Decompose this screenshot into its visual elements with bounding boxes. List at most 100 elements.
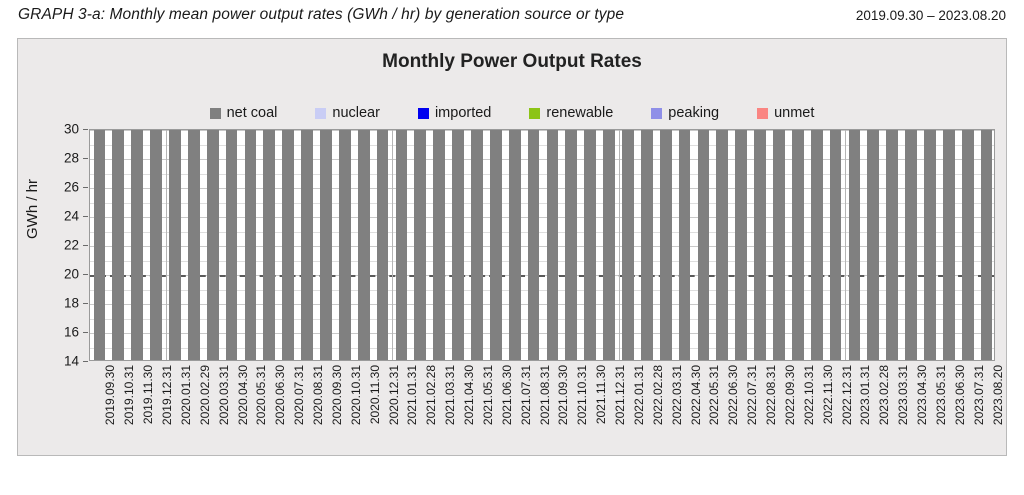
bar-2023.07.31[interactable] <box>962 129 974 360</box>
bar-2019.12.31[interactable] <box>150 129 162 360</box>
bar-segment-net-coal <box>830 129 842 360</box>
bar-2020.06.30[interactable] <box>263 129 275 360</box>
bar-segment-net-coal <box>358 129 370 360</box>
y-tick-mark <box>83 129 88 130</box>
bar-2021.08.31[interactable] <box>528 129 540 360</box>
bar-2022.09.30[interactable] <box>773 129 785 360</box>
legend-swatch-icon <box>418 108 429 119</box>
bar-2019.09.30[interactable] <box>94 129 106 360</box>
x-tick-label: 2019.11.30 <box>141 365 155 424</box>
bar-2023.01.31[interactable] <box>849 129 861 360</box>
legend-label: peaking <box>668 105 719 121</box>
chart-legend: net coal nuclear imported renewable peaking u… <box>18 105 1006 121</box>
bar-segment-net-coal <box>150 129 162 360</box>
x-tick-label: 2021.08.31 <box>538 365 552 425</box>
bar-2021.05.31[interactable] <box>471 129 483 360</box>
bar-segment-net-coal <box>301 129 313 360</box>
bar-2022.03.31[interactable] <box>660 129 672 360</box>
y-tick-label: 24 <box>49 209 79 224</box>
y-tick-mark <box>83 332 88 333</box>
x-tick-label: 2023.08.20 <box>991 365 1005 425</box>
bar-segment-net-coal <box>867 129 879 360</box>
bar-segment-net-coal <box>131 129 143 360</box>
bar-2023.03.31[interactable] <box>886 129 898 360</box>
x-tick-label: 2019.09.30 <box>103 365 117 425</box>
legend-item-nuclear[interactable]: nuclear <box>315 105 380 121</box>
bar-2022.04.30[interactable] <box>679 129 691 360</box>
bar-segment-net-coal <box>396 129 408 360</box>
bar-2021.10.31[interactable] <box>565 129 577 360</box>
bar-2021.01.31[interactable] <box>396 129 408 360</box>
bar-segment-net-coal <box>339 129 351 360</box>
legend-swatch-icon <box>651 108 662 119</box>
x-tick-label: 2021.03.31 <box>443 365 457 425</box>
bar-2021.02.28[interactable] <box>414 129 426 360</box>
figure-caption-title: GRAPH 3-a: Monthly mean power output rat… <box>18 6 624 24</box>
bar-2023.02.28[interactable] <box>867 129 879 360</box>
legend-item-imported[interactable]: imported <box>418 105 491 121</box>
plot-area <box>89 129 995 361</box>
legend-item-unmet[interactable]: unmet <box>757 105 814 121</box>
bar-2022.06.30[interactable] <box>716 129 728 360</box>
bar-2022.11.30[interactable] <box>811 129 823 360</box>
bar-2020.05.31[interactable] <box>245 129 257 360</box>
bar-segment-net-coal <box>282 129 294 360</box>
x-tick-label: 2021.07.31 <box>519 365 533 425</box>
x-tick-label: 2021.02.28 <box>424 365 438 425</box>
bar-segment-net-coal <box>452 129 464 360</box>
bar-2021.11.30[interactable] <box>584 129 596 360</box>
bar-2023.06.30[interactable] <box>943 129 955 360</box>
bar-2020.09.30[interactable] <box>320 129 332 360</box>
bar-2020.03.31[interactable] <box>207 129 219 360</box>
bar-segment-net-coal <box>641 129 653 360</box>
bar-2022.01.31[interactable] <box>622 129 634 360</box>
bar-2020.02.29[interactable] <box>188 129 200 360</box>
x-tick-label: 2022.03.31 <box>670 365 684 425</box>
bar-2022.05.31[interactable] <box>698 129 710 360</box>
legend-item-renewable[interactable]: renewable <box>529 105 613 121</box>
bar-2020.04.30[interactable] <box>226 129 238 360</box>
bar-2023.04.30[interactable] <box>905 129 917 360</box>
legend-swatch-icon <box>315 108 326 119</box>
x-tick-label: 2022.12.31 <box>840 365 854 425</box>
bar-segment-net-coal <box>169 129 181 360</box>
bar-2020.01.31[interactable] <box>169 129 181 360</box>
x-tick-label: 2021.11.30 <box>594 365 608 424</box>
legend-label: net coal <box>227 105 278 121</box>
bar-2022.12.31[interactable] <box>830 129 842 360</box>
bar-segment-net-coal <box>622 129 634 360</box>
y-tick-label: 18 <box>49 296 79 311</box>
legend-item-peaking[interactable]: peaking <box>651 105 719 121</box>
bar-2020.10.31[interactable] <box>339 129 351 360</box>
bar-2020.07.31[interactable] <box>282 129 294 360</box>
bar-2019.10.31[interactable] <box>112 129 124 360</box>
bar-segment-net-coal <box>207 129 219 360</box>
bar-2022.02.28[interactable] <box>641 129 653 360</box>
bar-2020.12.31[interactable] <box>377 129 389 360</box>
bar-segment-net-coal <box>414 129 426 360</box>
bar-2022.08.31[interactable] <box>754 129 766 360</box>
bar-2019.11.30[interactable] <box>131 129 143 360</box>
x-tick-label: 2021.10.31 <box>575 365 589 425</box>
bar-2020.11.30[interactable] <box>358 129 370 360</box>
bar-2023.05.31[interactable] <box>924 129 936 360</box>
bar-2021.03.31[interactable] <box>433 129 445 360</box>
bar-2021.07.31[interactable] <box>509 129 521 360</box>
bar-2021.06.30[interactable] <box>490 129 502 360</box>
legend-label: renewable <box>546 105 613 121</box>
y-tick-label: 14 <box>49 354 79 369</box>
bar-2021.12.31[interactable] <box>603 129 615 360</box>
bar-2022.07.31[interactable] <box>735 129 747 360</box>
bar-2023.08.20[interactable] <box>981 129 993 360</box>
x-tick-label: 2020.07.31 <box>292 365 306 425</box>
bar-2021.04.30[interactable] <box>452 129 464 360</box>
legend-item-net-coal[interactable]: net coal <box>210 105 278 121</box>
bar-2022.10.31[interactable] <box>792 129 804 360</box>
bar-2020.08.31[interactable] <box>301 129 313 360</box>
bar-segment-net-coal <box>471 129 483 360</box>
x-tick-label: 2023.05.31 <box>934 365 948 425</box>
y-axis-label: GWh / hr <box>24 179 41 239</box>
x-tick-label: 2020.12.31 <box>387 365 401 425</box>
bar-2021.09.30[interactable] <box>547 129 559 360</box>
